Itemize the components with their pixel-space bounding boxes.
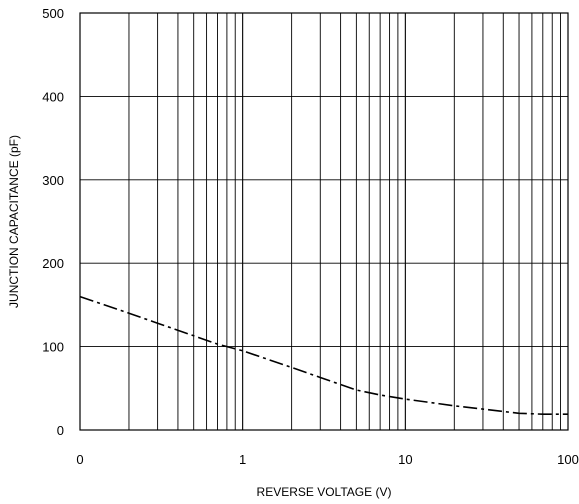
x-tick-label: 0 (76, 452, 83, 467)
x-axis-label: REVERSE VOLTAGE (V) (257, 485, 392, 499)
y-tick-label: 500 (42, 6, 64, 21)
capacitance-curve (79, 295, 568, 415)
y-axis-label: JUNCTION CAPACITANCE (pF) (7, 135, 21, 308)
plot-area-frame (79, 12, 569, 431)
x-tick-labels: 0 1 10 100 (76, 452, 578, 467)
y-tick-label: 200 (42, 256, 64, 271)
x-tick-label: 10 (398, 452, 412, 467)
x-tick-label: 1 (239, 452, 246, 467)
y-tick-label: 0 (57, 423, 64, 438)
y-tick-label: 100 (42, 340, 64, 355)
x-tick-label: 100 (557, 452, 579, 467)
y-gridlines (80, 12, 568, 431)
x-gridlines (79, 13, 569, 430)
y-tick-label: 300 (42, 173, 64, 188)
y-tick-label: 400 (42, 89, 64, 104)
y-tick-labels: 0 100 200 300 400 500 (42, 6, 64, 438)
